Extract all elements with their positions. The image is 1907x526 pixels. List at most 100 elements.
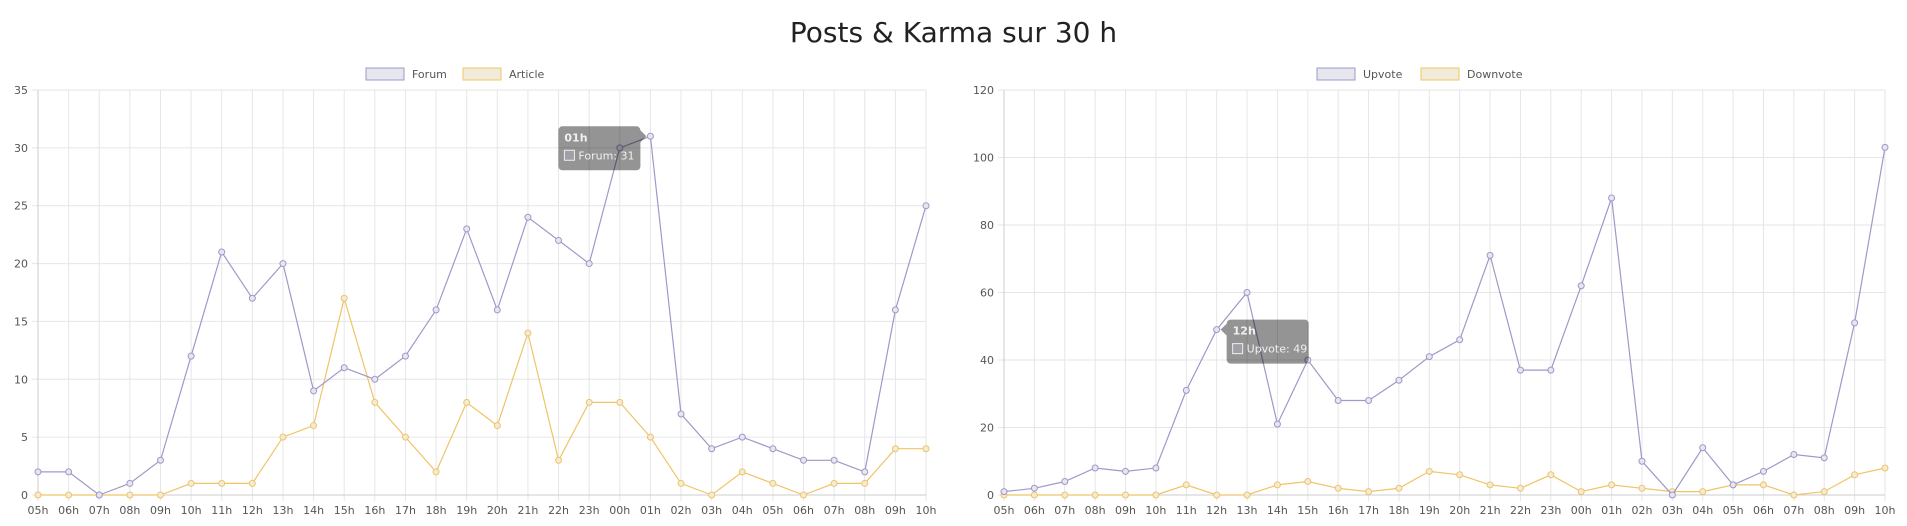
- data-point-upvote[interactable]: [1759, 467, 1767, 475]
- data-point-upvote[interactable]: [1122, 467, 1130, 475]
- data-point-forum[interactable]: [34, 468, 42, 476]
- data-point-upvote[interactable]: [1577, 282, 1585, 290]
- data-point-article[interactable]: [769, 479, 777, 487]
- data-point-upvote[interactable]: [1729, 481, 1737, 489]
- data-point-downvote[interactable]: [1182, 481, 1190, 489]
- data-point-upvote[interactable]: [1273, 420, 1281, 428]
- data-point-article[interactable]: [432, 468, 440, 476]
- data-point-forum[interactable]: [738, 433, 746, 441]
- data-point-forum[interactable]: [310, 387, 318, 395]
- data-point-article[interactable]: [524, 329, 532, 337]
- data-point-downvote[interactable]: [1638, 484, 1646, 492]
- data-point-article[interactable]: [585, 398, 593, 406]
- data-point-upvote[interactable]: [1304, 356, 1312, 364]
- data-point-article[interactable]: [493, 422, 501, 430]
- data-point-forum[interactable]: [585, 260, 593, 268]
- data-point-article[interactable]: [248, 479, 256, 487]
- data-point-article[interactable]: [708, 491, 716, 499]
- data-point-article[interactable]: [861, 479, 869, 487]
- data-point-article[interactable]: [218, 479, 226, 487]
- data-point-downvote[interactable]: [1425, 467, 1433, 475]
- data-point-forum[interactable]: [340, 364, 348, 372]
- data-point-article[interactable]: [800, 491, 808, 499]
- data-point-article[interactable]: [310, 422, 318, 430]
- data-point-downvote[interactable]: [1304, 478, 1312, 485]
- legend-item-forum[interactable]: Forum: [365, 67, 447, 81]
- data-point-downvote[interactable]: [1881, 464, 1889, 472]
- data-point-downvote[interactable]: [1608, 481, 1616, 489]
- data-point-downvote[interactable]: [1547, 471, 1555, 479]
- data-point-downvote[interactable]: [1820, 488, 1828, 496]
- data-point-downvote[interactable]: [1213, 491, 1221, 499]
- data-point-article[interactable]: [922, 445, 930, 453]
- data-point-upvote[interactable]: [1182, 386, 1190, 394]
- data-point-article[interactable]: [371, 398, 379, 406]
- data-point-forum[interactable]: [677, 410, 685, 418]
- data-point-upvote[interactable]: [1425, 353, 1433, 361]
- data-point-downvote[interactable]: [1365, 488, 1373, 496]
- data-point-forum[interactable]: [616, 144, 624, 152]
- data-point-forum[interactable]: [371, 375, 379, 383]
- data-point-article[interactable]: [126, 491, 134, 499]
- data-point-downvote[interactable]: [1486, 481, 1494, 489]
- data-point-forum[interactable]: [891, 306, 899, 314]
- data-point-forum[interactable]: [401, 352, 409, 360]
- data-point-article[interactable]: [646, 433, 654, 441]
- data-point-upvote[interactable]: [1091, 464, 1099, 472]
- data-point-forum[interactable]: [861, 468, 869, 476]
- data-point-downvote[interactable]: [1091, 491, 1099, 499]
- data-point-downvote[interactable]: [1152, 491, 1160, 499]
- data-point-article[interactable]: [677, 479, 685, 487]
- data-point-article[interactable]: [738, 468, 746, 476]
- data-point-article[interactable]: [156, 491, 164, 499]
- data-point-forum[interactable]: [646, 132, 654, 140]
- legend-item-article[interactable]: Article: [462, 67, 545, 81]
- data-point-article[interactable]: [555, 456, 563, 464]
- data-point-upvote[interactable]: [1638, 457, 1646, 465]
- data-point-forum[interactable]: [95, 491, 103, 499]
- data-point-forum[interactable]: [65, 468, 73, 476]
- data-point-downvote[interactable]: [1395, 484, 1403, 492]
- data-point-forum[interactable]: [279, 260, 287, 268]
- legend-item-downvote[interactable]: Downvote: [1420, 67, 1523, 81]
- data-point-forum[interactable]: [524, 213, 532, 221]
- data-point-forum[interactable]: [800, 456, 808, 464]
- data-point-article[interactable]: [187, 479, 195, 487]
- data-point-downvote[interactable]: [1243, 491, 1251, 499]
- data-point-upvote[interactable]: [1061, 478, 1069, 485]
- data-point-upvote[interactable]: [1820, 454, 1828, 462]
- data-point-upvote[interactable]: [1851, 319, 1859, 327]
- data-point-upvote[interactable]: [1881, 143, 1889, 151]
- data-point-downvote[interactable]: [1122, 491, 1130, 499]
- data-point-upvote[interactable]: [1486, 251, 1494, 259]
- data-point-downvote[interactable]: [1851, 471, 1859, 479]
- data-point-forum[interactable]: [555, 236, 563, 244]
- legend-item-upvote[interactable]: Upvote: [1316, 67, 1403, 81]
- data-point-upvote[interactable]: [1547, 366, 1555, 374]
- data-point-upvote[interactable]: [1608, 194, 1616, 202]
- data-point-upvote[interactable]: [1213, 326, 1221, 334]
- data-point-upvote[interactable]: [1668, 491, 1676, 499]
- data-point-upvote[interactable]: [1699, 444, 1707, 452]
- data-point-forum[interactable]: [218, 248, 226, 256]
- data-point-forum[interactable]: [248, 294, 256, 302]
- data-point-upvote[interactable]: [1243, 289, 1251, 296]
- data-point-upvote[interactable]: [1152, 464, 1160, 472]
- data-point-article[interactable]: [891, 445, 899, 453]
- data-point-upvote[interactable]: [1395, 376, 1403, 384]
- data-point-forum[interactable]: [187, 352, 195, 360]
- data-point-article[interactable]: [340, 294, 348, 302]
- data-point-upvote[interactable]: [1790, 451, 1798, 458]
- data-point-article[interactable]: [616, 398, 624, 406]
- data-point-forum[interactable]: [769, 445, 777, 453]
- data-point-downvote[interactable]: [1790, 491, 1798, 499]
- data-point-downvote[interactable]: [1759, 481, 1767, 489]
- data-point-upvote[interactable]: [1030, 484, 1038, 492]
- data-point-downvote[interactable]: [1334, 484, 1342, 492]
- data-point-downvote[interactable]: [1273, 481, 1281, 489]
- data-point-forum[interactable]: [156, 456, 164, 464]
- data-point-article[interactable]: [65, 491, 73, 499]
- data-point-forum[interactable]: [922, 202, 930, 210]
- data-point-forum[interactable]: [432, 306, 440, 314]
- data-point-downvote[interactable]: [1699, 488, 1707, 496]
